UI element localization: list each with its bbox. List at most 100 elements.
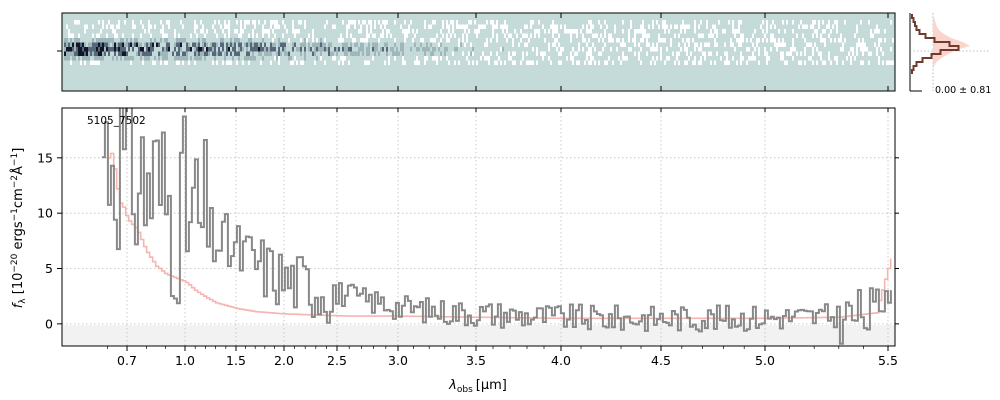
spectrum-2d-pixel [496,20,498,25]
spectrum-2d-pixel [92,33,94,38]
spectrum-2d-pixel [502,29,504,34]
spectrum-2d-pixel [384,60,386,65]
spectrum-2d-pixel [542,56,544,61]
spectrum-2d-pixel [92,51,94,56]
spectrum-2d-pixel [554,38,556,43]
spectrum-2d-pixel [624,56,626,61]
spectrum-2d-pixel [150,42,152,47]
spectrum-2d-pixel [362,47,364,52]
spectrum-2d-pixel [358,29,360,34]
spectrum-2d-pixel [454,47,456,52]
spectrum-2d-pixel [314,42,316,47]
spectrum-2d-pixel [368,47,370,52]
spectrum-2d-pixel [212,51,214,56]
spectrum-2d-pixel [80,47,82,52]
spectrum-2d-pixel [162,29,164,34]
spectrum-2d-pixel [412,38,414,43]
spectrum-2d-pixel [372,47,374,52]
spectrum-2d-pixel [598,51,600,56]
spectrum-2d-pixel [568,29,570,34]
spectrum-2d-pixel [236,51,238,56]
spectrum-2d-pixel [648,42,650,47]
spectrum-2d-pixel [300,51,302,56]
spectrum-2d-pixel [796,51,798,56]
spectrum-2d-pixel [130,56,132,61]
spectrum-2d-pixel [734,33,736,38]
spectrum-2d-pixel [228,24,230,29]
spectrum-2d-pixel [316,38,318,43]
spectrum-2d-pixel [710,33,712,38]
spectrum-2d-pixel [150,47,152,52]
spectrum-2d-pixel [588,38,590,43]
spectrum-2d-pixel [98,56,100,61]
spectrum-2d-pixel [892,38,894,43]
spectrum-2d-pixel [366,47,368,52]
spectrum-2d-pixel [756,42,758,47]
spectrum-2d-pixel [84,47,86,52]
spectrum-2d-pixel [358,47,360,52]
spectrum-2d-pixel [496,60,498,65]
spectrum-2d-pixel [234,42,236,47]
spectrum-2d-pixel [222,60,224,65]
spectrum-2d-pixel [866,47,868,52]
spectrum-2d-pixel [262,24,264,29]
spectrum-2d-pixel [820,51,822,56]
spectrum-2d-pixel [824,42,826,47]
spectrum-2d-pixel [404,29,406,34]
spectrum-2d-pixel [424,60,426,65]
spectrum-2d-pixel [472,47,474,52]
spectrum-2d-pixel [268,33,270,38]
spectrum-2d-pixel [320,51,322,56]
spectrum-2d-pixel [322,42,324,47]
spectrum-2d-pixel [422,38,424,43]
spectrum-2d-pixel [260,42,262,47]
spectrum-2d-pixel [76,51,78,56]
spectrum-2d-pixel [418,47,420,52]
spectrum-2d-pixel [766,24,768,29]
spectrum-2d-pixel [224,20,226,25]
spectrum-2d-pixel [736,60,738,65]
spectrum-2d-pixel [254,20,256,25]
spectrum-2d-pixel [174,42,176,47]
spectrum-2d-pixel [388,56,390,61]
spectrum-2d-pixel [196,51,198,56]
spectrum-2d-pixel [244,42,246,47]
spectrum-2d-pixel [480,56,482,61]
spectrum-2d-frame [61,12,896,92]
spectrum-2d-pixel [370,20,372,25]
spectrum-2d-pixel [92,42,94,47]
spectrum-2d-pixel [402,29,404,34]
spectrum-2d-pixel [342,56,344,61]
spectrum-2d-pixel [274,47,276,52]
spectrum-2d-pixel [656,47,658,52]
spectrum-2d-pixel [132,24,134,29]
spectrum-2d-pixel [770,47,772,52]
spectrum-2d-pixel [452,24,454,29]
spectrum-2d-pixel [270,20,272,25]
spectrum-2d-pixel [812,60,814,65]
spectrum-2d-pixel [216,33,218,38]
spectrum-2d-pixel [144,56,146,61]
spectrum-2d-pixel [774,38,776,43]
spectrum-2d-pixel [400,24,402,29]
spectrum-2d-pixel [250,42,252,47]
spectrum-2d-pixel [362,38,364,43]
spectrum-2d-pixel [692,60,694,65]
spectrum-2d-pixel [664,29,666,34]
spectrum-2d-pixel [760,24,762,29]
spectrum-2d-pixel [106,47,108,52]
spectrum-2d-pixel [530,24,532,29]
spectrum-2d-pixel [576,51,578,56]
spectrum-2d-pixel [670,24,672,29]
spectrum-2d-pixel [890,60,892,65]
spectrum-2d-pixel [650,47,652,52]
spectrum-2d-pixel [196,56,198,61]
spectrum-2d-pixel [68,42,70,47]
spectrum-2d-pixel [492,33,494,38]
spectrum-2d-pixel [646,42,648,47]
spectrum-2d-pixel [492,20,494,25]
spectrum-2d-pixel [424,47,426,52]
spectrum-2d-pixel [654,47,656,52]
spectrum-2d-pixel [462,24,464,29]
spectrum-2d-pixel [382,33,384,38]
